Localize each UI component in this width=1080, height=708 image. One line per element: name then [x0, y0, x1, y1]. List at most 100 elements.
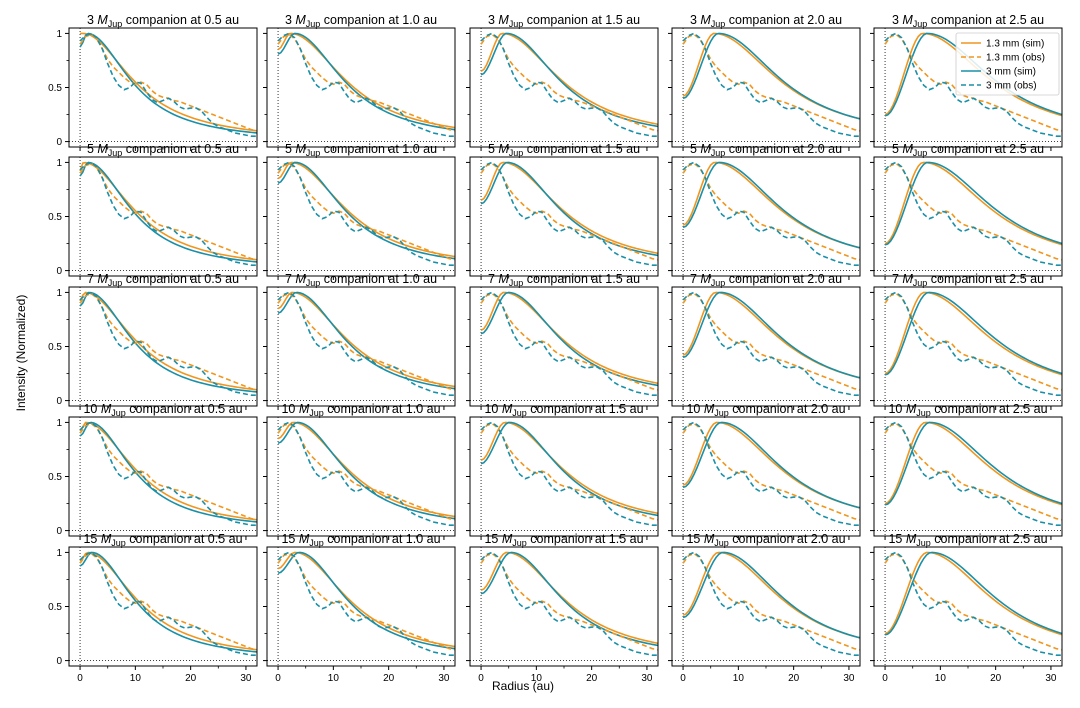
series-3mm-sim — [884, 161, 1062, 246]
series-1p3mm-obs — [682, 292, 860, 391]
panel-title: 15 MJup companion at 1.0 au — [281, 532, 440, 548]
x-tick-label: 20 — [586, 673, 598, 684]
legend-label: 1.3 mm (sim) — [986, 39, 1044, 50]
x-tick-label: 0 — [680, 673, 686, 684]
panel-title: 10 MJup companion at 0.5 au — [83, 402, 242, 418]
legend-box — [955, 32, 1060, 96]
panel-frame — [266, 546, 456, 667]
panel-frame — [266, 156, 456, 277]
series-1p3mm-sim — [480, 551, 658, 645]
legend-label: 3 mm (sim) — [986, 67, 1036, 78]
series-3mm-obs — [884, 291, 1062, 396]
panel-title: 15 MJup companion at 1.5 au — [484, 532, 643, 548]
y-axis-label: Intensity (Normalized) — [14, 295, 28, 412]
x-tick-label: 10 — [531, 673, 543, 684]
panel-r4-c1: 0 0.5 1 10 MJup companion at 0.5 au — [48, 402, 258, 540]
series-3mm-obs — [79, 421, 257, 526]
series-1p3mm-obs — [884, 552, 1062, 651]
series-3mm-obs — [277, 32, 455, 137]
y-tick-label: 1 — [56, 158, 62, 169]
series-1p3mm-obs — [480, 292, 658, 391]
series-1p3mm-sim — [682, 551, 860, 639]
series-1p3mm-sim — [277, 421, 455, 518]
legend-entry: 3 mm (sim) — [961, 67, 1036, 78]
series-3mm-sim — [277, 161, 455, 260]
series-3mm-sim — [79, 32, 257, 134]
series-1p3mm-obs — [277, 162, 455, 261]
y-tick-label: 1 — [56, 288, 62, 299]
panel-frame — [266, 27, 456, 148]
series-1p3mm-obs — [480, 552, 658, 651]
series-3mm-obs — [682, 291, 860, 396]
series-3mm-obs — [277, 291, 455, 396]
series-1p3mm-sim — [277, 551, 455, 648]
series-3mm-sim — [884, 551, 1062, 636]
panel-r2-c5: 5 MJup companion at 2.5 au — [870, 142, 1063, 280]
y-tick-label: 0.5 — [48, 472, 62, 483]
panel-title: 5 MJup companion at 1.0 au — [285, 142, 437, 158]
panel-r3-c3: 7 MJup companion at 1.5 au — [466, 272, 659, 410]
series-3mm-obs — [480, 551, 658, 656]
panel-title: 7 MJup companion at 1.0 au — [285, 272, 437, 288]
series-3mm-sim — [480, 421, 658, 517]
series-1p3mm-sim — [277, 161, 455, 258]
y-tick-label: 0 — [56, 137, 62, 148]
panel-r5-c3: 0 10 20 30 15 MJup companion at 1.5 au — [466, 532, 659, 684]
x-tick-label: 10 — [935, 673, 947, 684]
panel-frame — [671, 416, 861, 537]
series-3mm-obs — [480, 291, 658, 396]
panel-r4-c4: 10 MJup companion at 2.0 au — [668, 402, 861, 540]
series-3mm-sim — [277, 551, 455, 650]
panel-title: 7 MJup companion at 1.5 au — [488, 272, 640, 288]
x-tick-label: 30 — [641, 673, 653, 684]
x-tick-label: 10 — [733, 673, 745, 684]
series-3mm-sim — [480, 291, 658, 387]
series-3mm-sim — [480, 161, 658, 257]
series-1p3mm-obs — [79, 422, 257, 521]
panel-title: 10 MJup companion at 1.5 au — [484, 402, 643, 418]
series-1p3mm-obs — [480, 33, 658, 132]
series-1p3mm-obs — [277, 292, 455, 391]
panel-title: 3 MJup companion at 2.0 au — [690, 13, 842, 29]
x-tick-label: 10 — [130, 673, 142, 684]
panel-title: 10 MJup companion at 2.0 au — [686, 402, 845, 418]
series-1p3mm-sim — [79, 421, 257, 521]
series-1p3mm-obs — [79, 552, 257, 651]
x-tick-label: 30 — [240, 673, 252, 684]
panel-title: 10 MJup companion at 1.0 au — [281, 402, 440, 418]
panel-r1-c1: 0 0.5 1 3 MJup companion at 0.5 au — [48, 13, 258, 151]
series-3mm-sim — [682, 32, 860, 120]
legend-label: 3 mm (obs) — [986, 81, 1037, 92]
y-tick-label: 1 — [56, 548, 62, 559]
series-1p3mm-sim — [480, 32, 658, 126]
series-1p3mm-sim — [79, 551, 257, 651]
series-1p3mm-obs — [682, 162, 860, 261]
panel-r4-c5: 10 MJup companion at 2.5 au — [870, 402, 1063, 540]
panel-r3-c2: 7 MJup companion at 1.0 au — [263, 272, 456, 410]
panel-r4-c3: 10 MJup companion at 1.5 au — [466, 402, 659, 540]
series-3mm-obs — [682, 32, 860, 137]
series-3mm-obs — [682, 551, 860, 656]
series-1p3mm-obs — [884, 292, 1062, 391]
series-1p3mm-obs — [682, 33, 860, 132]
panel-r2-c3: 5 MJup companion at 1.5 au — [466, 142, 659, 280]
series-1p3mm-sim — [682, 32, 860, 120]
panel-title: 15 MJup companion at 2.0 au — [686, 532, 845, 548]
panel-title: 7 MJup companion at 2.5 au — [892, 272, 1044, 288]
series-3mm-obs — [480, 161, 658, 266]
panel-r5-c4: 0 10 20 30 15 MJup companion at 2.0 au — [668, 532, 861, 684]
panel-r5-c5: 0 10 20 30 15 MJup companion at 2.5 au — [870, 532, 1063, 684]
series-3mm-obs — [682, 161, 860, 266]
panel-title: 3 MJup companion at 1.5 au — [488, 13, 640, 29]
series-3mm-obs — [884, 421, 1062, 526]
panel-r2-c2: 5 MJup companion at 1.0 au — [263, 142, 456, 280]
series-1p3mm-sim — [79, 291, 257, 391]
series-3mm-sim — [480, 32, 658, 128]
series-3mm-sim — [682, 161, 860, 249]
series-3mm-sim — [79, 421, 257, 523]
series-3mm-sim — [682, 551, 860, 639]
panel-r3-c5: 7 MJup companion at 2.5 au — [870, 272, 1063, 410]
series-1p3mm-obs — [480, 162, 658, 261]
